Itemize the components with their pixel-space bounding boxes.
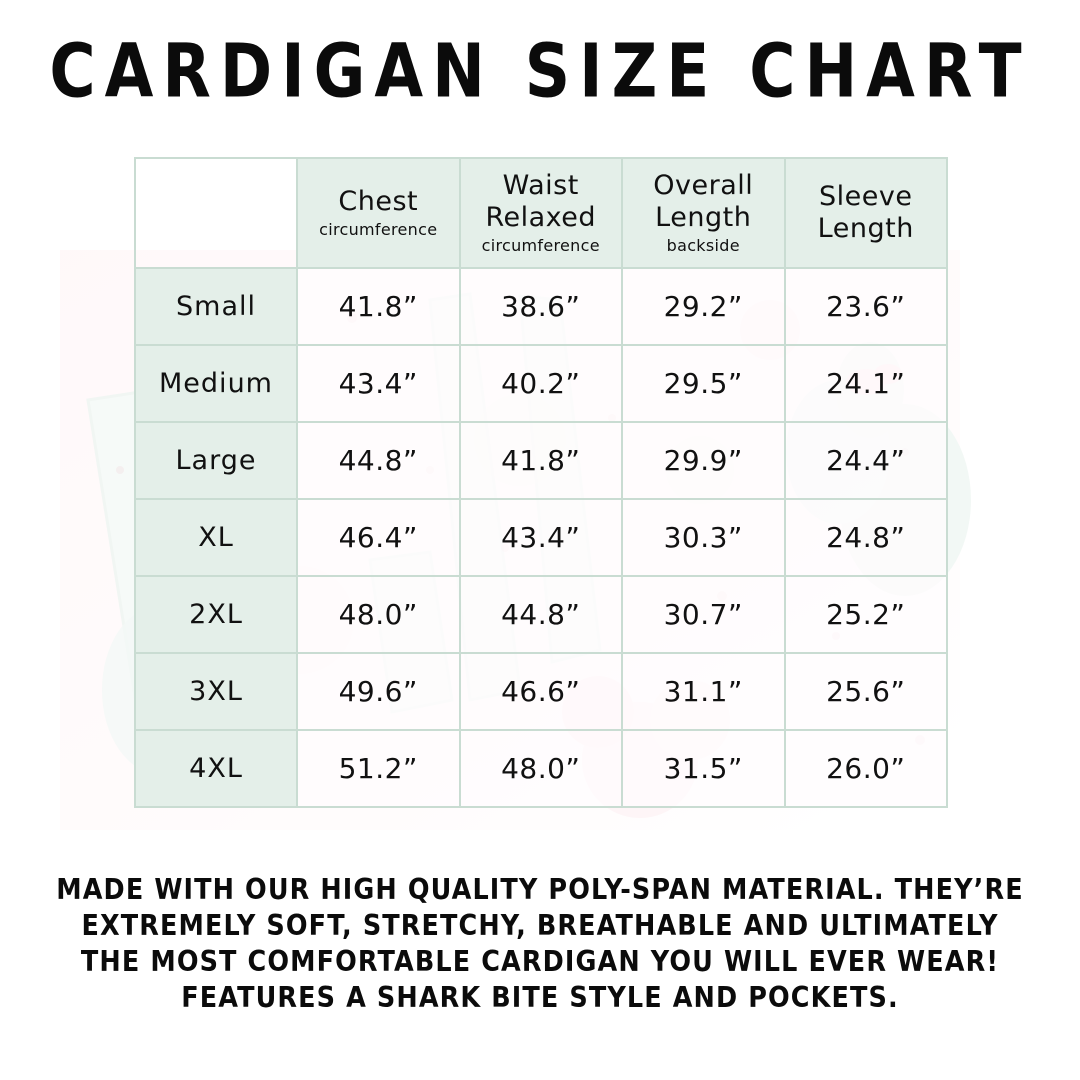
cell-waist: 40.2” xyxy=(458,344,623,423)
cell-chest: 44.8” xyxy=(296,421,461,500)
cell-sleeve-length: 25.2” xyxy=(783,575,948,654)
cell-chest: 46.4” xyxy=(296,498,461,577)
table-header: Chest circumference Waist Relaxed circum… xyxy=(134,157,948,269)
size-label: Small xyxy=(134,267,298,346)
column-header-chest: Chest circumference xyxy=(296,157,461,269)
column-header-waist-subtitle: circumference xyxy=(481,235,600,255)
table-row: 3XL 49.6” 46.6” 31.1” 25.6” xyxy=(134,652,948,731)
column-header-waist-title-line2: Relaxed xyxy=(485,202,597,234)
cell-sleeve-length: 23.6” xyxy=(783,267,948,346)
table-row: XL 46.4” 43.4” 30.3” 24.8” xyxy=(134,498,948,577)
column-header-sleeve-length-title-line2: Length xyxy=(817,213,914,244)
size-label: Medium xyxy=(134,344,298,423)
table-row: Large 44.8” 41.8” 29.9” 24.4” xyxy=(134,421,948,500)
cell-waist: 46.6” xyxy=(458,652,623,731)
cell-overall-length: 29.9” xyxy=(621,421,786,500)
cell-waist: 41.8” xyxy=(458,421,623,500)
cell-chest: 41.8” xyxy=(296,267,461,346)
cell-sleeve-length: 24.4” xyxy=(783,421,948,500)
cell-sleeve-length: 24.8” xyxy=(783,498,948,577)
column-header-overall-length-subtitle: backside xyxy=(666,235,740,255)
size-label: 4XL xyxy=(134,729,298,808)
column-header-chest-title: Chest xyxy=(338,186,419,218)
cell-waist: 48.0” xyxy=(458,729,623,808)
column-header-overall-length: Overall Length backside xyxy=(621,157,786,269)
column-header-chest-subtitle: circumference xyxy=(319,219,438,239)
size-label: 2XL xyxy=(134,575,298,654)
size-label: Large xyxy=(134,421,298,500)
footer-line-3: THE MOST COMFORTABLE CARDIGAN YOU WILL E… xyxy=(80,945,1000,979)
footer-description: MADE WITH OUR HIGH QUALITY POLY-SPAN MAT… xyxy=(40,872,1040,1016)
cell-waist: 44.8” xyxy=(458,575,623,654)
table-row: 2XL 48.0” 44.8” 30.7” 25.2” xyxy=(134,575,948,654)
size-chart-table-wrapper: Chest circumference Waist Relaxed circum… xyxy=(134,157,948,808)
cell-sleeve-length: 25.6” xyxy=(783,652,948,731)
size-label: XL xyxy=(134,498,298,577)
footer-line-1: MADE WITH OUR HIGH QUALITY POLY-SPAN MAT… xyxy=(56,873,1024,907)
table-row: Medium 43.4” 40.2” 29.5” 24.1” xyxy=(134,344,948,423)
corner-cell xyxy=(134,157,298,269)
cell-waist: 38.6” xyxy=(458,267,623,346)
column-header-waist-title-line1: Waist xyxy=(502,170,579,202)
size-chart-table: Chest circumference Waist Relaxed circum… xyxy=(134,157,948,808)
column-header-waist: Waist Relaxed circumference xyxy=(458,157,623,269)
cell-waist: 43.4” xyxy=(458,498,623,577)
table-body: Small 41.8” 38.6” 29.2” 23.6” Medium 43.… xyxy=(134,267,948,808)
cell-overall-length: 29.2” xyxy=(621,267,786,346)
column-header-sleeve-length-title-line1: Sleeve xyxy=(819,181,913,213)
page-title: CARDIGAN SIZE CHART xyxy=(49,28,1031,115)
footer-line-4: FEATURES A SHARK BITE STYLE AND POCKETS. xyxy=(181,981,899,1015)
cell-overall-length: 31.1” xyxy=(621,652,786,731)
cell-sleeve-length: 24.1” xyxy=(783,344,948,423)
cell-sleeve-length: 26.0” xyxy=(783,729,948,808)
footer-line-2: EXTREMELY SOFT, STRETCHY, BREATHABLE AND… xyxy=(81,909,999,943)
size-label: 3XL xyxy=(134,652,298,731)
cell-overall-length: 31.5” xyxy=(621,729,786,808)
column-header-overall-length-title-line2: Length xyxy=(655,202,752,234)
table-row: Small 41.8” 38.6” 29.2” 23.6” xyxy=(134,267,948,346)
header-row: Chest circumference Waist Relaxed circum… xyxy=(134,157,948,269)
cell-chest: 43.4” xyxy=(296,344,461,423)
cell-overall-length: 30.3” xyxy=(621,498,786,577)
cell-overall-length: 30.7” xyxy=(621,575,786,654)
cell-overall-length: 29.5” xyxy=(621,344,786,423)
cell-chest: 51.2” xyxy=(296,729,461,808)
cell-chest: 49.6” xyxy=(296,652,461,731)
cell-chest: 48.0” xyxy=(296,575,461,654)
column-header-sleeve-length: Sleeve Length xyxy=(783,157,948,269)
column-header-overall-length-title-line1: Overall xyxy=(653,170,754,202)
table-row: 4XL 51.2” 48.0” 31.5” 26.0” xyxy=(134,729,948,808)
